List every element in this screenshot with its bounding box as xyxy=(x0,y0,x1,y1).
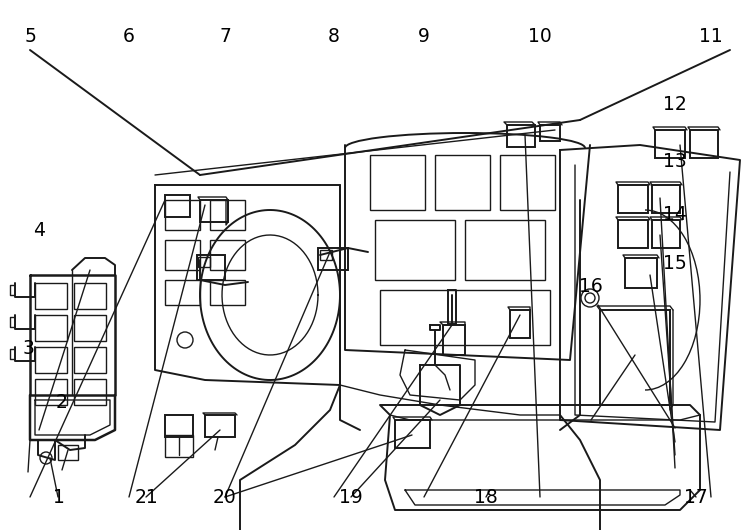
Text: 16: 16 xyxy=(579,277,603,296)
Bar xyxy=(165,200,200,230)
Bar xyxy=(210,280,245,305)
Text: 7: 7 xyxy=(219,26,231,46)
Text: 8: 8 xyxy=(328,26,340,46)
Text: 1: 1 xyxy=(53,488,64,507)
Bar xyxy=(690,130,718,158)
Bar xyxy=(465,220,545,280)
Bar xyxy=(375,220,455,280)
Bar xyxy=(320,250,332,260)
Bar xyxy=(652,220,680,248)
Text: 19: 19 xyxy=(339,488,363,507)
Bar xyxy=(165,280,200,305)
Bar xyxy=(165,195,190,217)
Bar xyxy=(165,415,193,437)
Text: 9: 9 xyxy=(418,26,430,46)
Bar xyxy=(652,185,680,213)
Text: 6: 6 xyxy=(123,26,135,46)
Text: 2: 2 xyxy=(56,393,68,412)
Bar xyxy=(35,347,67,373)
Text: 10: 10 xyxy=(528,26,552,46)
Bar xyxy=(200,200,228,222)
Bar xyxy=(380,290,550,345)
Bar xyxy=(370,155,425,210)
Bar xyxy=(74,315,106,341)
Bar xyxy=(318,248,348,270)
Bar xyxy=(35,315,67,341)
Bar xyxy=(35,283,67,309)
Bar xyxy=(74,379,106,405)
Text: 18: 18 xyxy=(474,488,498,507)
Bar xyxy=(600,310,670,405)
Text: 12: 12 xyxy=(663,95,687,114)
Bar xyxy=(510,310,530,338)
Bar xyxy=(74,347,106,373)
Text: 13: 13 xyxy=(663,152,687,171)
Bar xyxy=(35,379,67,405)
Text: 21: 21 xyxy=(134,488,158,507)
Bar xyxy=(395,420,430,448)
Bar xyxy=(500,155,555,210)
Bar xyxy=(197,255,225,280)
Bar xyxy=(58,445,78,460)
Text: 11: 11 xyxy=(699,26,723,46)
Text: 3: 3 xyxy=(22,339,34,358)
Bar xyxy=(74,283,106,309)
Bar xyxy=(618,220,648,248)
Bar xyxy=(210,240,245,270)
Bar xyxy=(198,257,210,267)
Bar xyxy=(443,325,465,355)
Text: 15: 15 xyxy=(663,254,687,273)
Bar xyxy=(655,130,685,158)
Text: 17: 17 xyxy=(684,488,708,507)
Bar xyxy=(507,125,535,147)
Text: 4: 4 xyxy=(33,221,45,240)
Bar xyxy=(625,258,657,288)
Bar xyxy=(540,125,560,141)
Text: 5: 5 xyxy=(24,26,36,46)
Text: 20: 20 xyxy=(213,488,237,507)
Text: 14: 14 xyxy=(663,205,687,224)
Bar xyxy=(165,240,200,270)
Bar xyxy=(435,155,490,210)
Bar xyxy=(165,435,193,457)
Bar xyxy=(205,415,235,437)
Bar xyxy=(618,185,648,213)
Bar xyxy=(210,200,245,230)
